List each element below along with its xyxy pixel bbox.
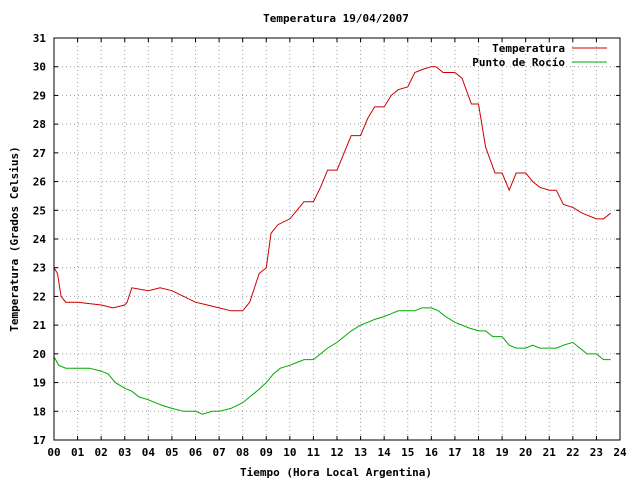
x-tick-label: 02 <box>95 446 108 459</box>
y-tick-label: 27 <box>33 147 46 160</box>
legend-label-punto-de-rocio: Punto de Rocío <box>472 56 565 69</box>
y-tick-label: 24 <box>33 233 47 246</box>
x-tick-label: 13 <box>354 446 367 459</box>
series-line-temperatura <box>53 66 611 312</box>
x-tick-label: 00 <box>47 446 60 459</box>
y-tick-label: 30 <box>33 61 46 74</box>
y-tick-label: 21 <box>33 319 47 332</box>
x-tick-label: 24 <box>613 446 627 459</box>
tick-layer: 00 01 02 03 04 05 06 07 08 09 10 11 12 13 14 15 16 17 18 19… <box>33 32 627 459</box>
x-tick-label: 12 <box>330 446 343 459</box>
y-tick-label: 29 <box>33 89 46 102</box>
x-tick-label: 16 <box>425 446 439 459</box>
y-tick-label: 28 <box>33 118 46 131</box>
x-tick-label: 08 <box>236 446 249 459</box>
y-tick-label: 20 <box>33 348 46 361</box>
x-tick-label: 07 <box>212 446 225 459</box>
x-tick-label: 05 <box>165 446 178 459</box>
y-tick-label: 31 <box>33 32 47 45</box>
x-axis-label: Tiempo (Hora Local Argentina) <box>240 466 432 479</box>
series-line-punto-de-rocio <box>53 307 611 415</box>
y-tick-label: 18 <box>33 405 46 418</box>
chart-title: Temperatura 19/04/2007 <box>263 12 409 25</box>
x-tick-label: 09 <box>260 446 273 459</box>
x-tick-label: 03 <box>118 446 131 459</box>
x-tick-label: 20 <box>519 446 532 459</box>
x-tick-label: 14 <box>378 446 392 459</box>
x-tick-label: 15 <box>401 446 414 459</box>
x-tick-label: 04 <box>142 446 156 459</box>
y-tick-label: 26 <box>33 176 47 189</box>
grid-layer <box>54 38 620 440</box>
x-tick-label: 10 <box>283 446 296 459</box>
y-tick-label: 25 <box>33 204 46 217</box>
series-layer <box>53 66 611 415</box>
y-tick-label: 19 <box>33 377 46 390</box>
x-tick-label: 06 <box>189 446 203 459</box>
y-axis-label: Temperatura (Grados Celsius) <box>8 146 21 331</box>
y-tick-label: 17 <box>33 434 46 447</box>
x-tick-label: 21 <box>543 446 557 459</box>
x-tick-label: 23 <box>590 446 603 459</box>
x-tick-label: 11 <box>307 446 321 459</box>
legend-label-temperatura: Temperatura <box>492 42 565 55</box>
y-tick-label: 23 <box>33 262 46 275</box>
x-tick-label: 19 <box>495 446 508 459</box>
x-tick-label: 01 <box>71 446 85 459</box>
y-tick-label: 22 <box>33 290 46 303</box>
legend: Temperatura Punto de Rocío <box>472 42 607 69</box>
x-tick-label: 18 <box>472 446 485 459</box>
x-tick-label: 17 <box>448 446 461 459</box>
x-tick-label: 22 <box>566 446 579 459</box>
